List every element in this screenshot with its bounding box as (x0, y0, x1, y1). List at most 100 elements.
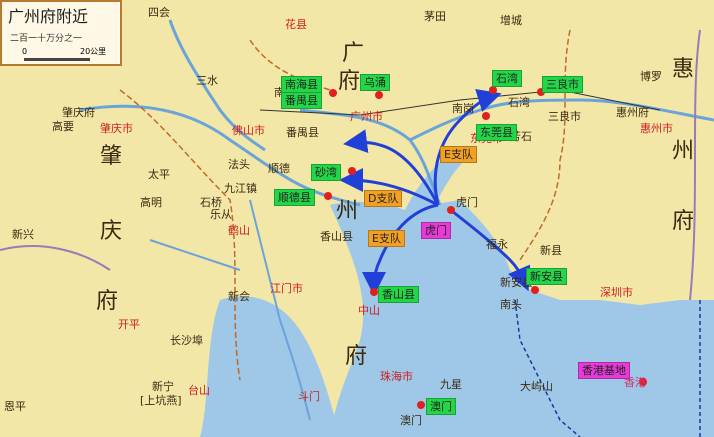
place-zhongshan: 中山 (358, 304, 380, 317)
west-delta-river (249, 199, 311, 421)
place-zhaoqingshi: 肇庆市 (100, 122, 133, 135)
railway-line (259, 89, 661, 116)
route-arrow-3 (339, 168, 439, 207)
tag-panyu: 番禺县 (281, 92, 322, 109)
tag-shawan: 砂湾 (311, 164, 341, 181)
place-fuyong: 福永 (486, 238, 508, 251)
scale-zero: 0 (22, 47, 28, 56)
place-gaoming: 高明 (140, 196, 162, 209)
dot-dongguan (482, 112, 490, 120)
place-xinxing: 新兴 (12, 228, 34, 241)
place-taiping: 太平 (148, 168, 170, 181)
tag-aomen: 澳门 (426, 398, 456, 415)
label-fu-right: 府 (672, 209, 695, 234)
place-huaxian: 花县 (285, 18, 307, 31)
place-zengcheng: 增城 (500, 14, 522, 27)
tag-shunde: 顺德县 (274, 189, 315, 206)
tag-xinan: 新安县 (526, 268, 567, 285)
tag-wuyong: 乌涌 (360, 74, 390, 91)
tag-e-lower: E支队 (368, 230, 405, 247)
west-river (79, 104, 361, 207)
map-title: 广州府附近 (8, 7, 89, 26)
place-fatuo: 法头 (228, 158, 250, 171)
place-doumen: 斗门 (298, 390, 320, 403)
place-shiqiao: 石桥 (200, 196, 222, 209)
label-fu-bottom: 府 (345, 344, 368, 369)
place-maotian: 茅田 (424, 10, 446, 23)
tag-sanliangshi: 三良市 (542, 76, 583, 93)
place-xianggang-shi: 香港 (624, 376, 646, 389)
label-qing: 庆 (100, 219, 123, 244)
dot-aomen (417, 401, 425, 409)
place-dayushan: 大屿山 (520, 380, 553, 393)
dot-shiwan (489, 86, 497, 94)
label-hui: 惠 (672, 57, 695, 82)
tag-shiwan: 石湾 (492, 70, 522, 87)
scale-ratio: 二百一十万分之一 (10, 34, 83, 44)
place-shangchuan: [上坑燕] (140, 394, 182, 407)
tag-hongkong: 香港基地 (578, 362, 630, 379)
hk-border (514, 299, 701, 437)
tag-humen: 虎门 (421, 222, 451, 239)
tag-e-upper: E支队 (440, 146, 477, 163)
place-aomen-shi: 澳门 (400, 414, 422, 427)
dot-shunde (324, 192, 332, 200)
place-jiujiang: 九江镇 (224, 182, 257, 195)
label-guang: 广 (342, 41, 365, 66)
tag-xiangshan: 香山县 (378, 286, 419, 303)
place-sihui: 四会 (148, 6, 170, 19)
map-title-panel: 广州府附近 二百一十万分之一 0 20公里 (0, 0, 122, 66)
place-xinxian: 新县 (540, 244, 562, 257)
scale-twenty: 20公里 (80, 47, 107, 56)
place-zhaoqingfu: 肇庆府 (62, 106, 95, 119)
north-river (168, 19, 266, 152)
label-fu-top: 府 (338, 69, 361, 94)
tan-river (149, 239, 241, 271)
place-changsha: 长沙埠 (170, 334, 203, 347)
province-boundary (0, 29, 701, 301)
dot-wuyong (375, 91, 383, 99)
place-lile: 乐从 (210, 208, 232, 221)
place-heshan: 鹤山 (228, 224, 250, 237)
place-guangzhou: 广州市 (350, 110, 383, 123)
dot-hongkong (639, 378, 647, 386)
route-arrow-5 (447, 206, 531, 292)
place-huizhoufu: 惠州府 (616, 106, 649, 119)
place-nangang: 南岗 (452, 102, 474, 115)
place-huizhoushi: 惠州市 (640, 122, 673, 135)
place-kaiping: 开平 (118, 318, 140, 331)
label-fu-left: 府 (96, 289, 119, 314)
route-arrow-4 (362, 203, 439, 296)
scale-bar (24, 58, 90, 61)
tag-nanhai: 南海县 (281, 76, 322, 93)
place-xinning: 新宁 (152, 380, 174, 393)
place-xinhui: 新会 (228, 290, 250, 303)
place-xiangshan: 香山县 (320, 230, 353, 243)
place-panyu: 番禺县 (286, 126, 319, 139)
place-shenzhen: 深圳市 (600, 286, 633, 299)
tag-d: D支队 (364, 190, 403, 207)
place-enping: 恩平 (4, 400, 26, 413)
tag-dongguan: 东莞县 (476, 124, 517, 141)
route-arrow-1 (433, 88, 502, 206)
place-xinan: 新安县 (500, 276, 533, 289)
dot-xiangshan (370, 288, 378, 296)
place-foshan: 佛山市 (232, 124, 265, 137)
dot-shawan (348, 167, 356, 175)
label-zhao: 肇 (100, 144, 123, 169)
place-boluo: 博罗 (640, 70, 662, 83)
place-zhuhai: 珠海市 (380, 370, 413, 383)
place-sanlian: 三良市 (548, 110, 581, 123)
place-shunde: 顺德 (268, 162, 290, 175)
place-jiangmen: 江门市 (270, 282, 303, 295)
dot-xinan (531, 286, 539, 294)
place-shiwan: 石湾 (508, 96, 530, 109)
place-jiuxing: 九星 (440, 378, 462, 391)
place-sanshui: 三水 (196, 74, 218, 87)
route-arrow-2 (343, 129, 440, 206)
dot-nanhai (329, 89, 337, 97)
dot-humen (447, 206, 455, 214)
label-zhou: 州 (336, 199, 359, 224)
